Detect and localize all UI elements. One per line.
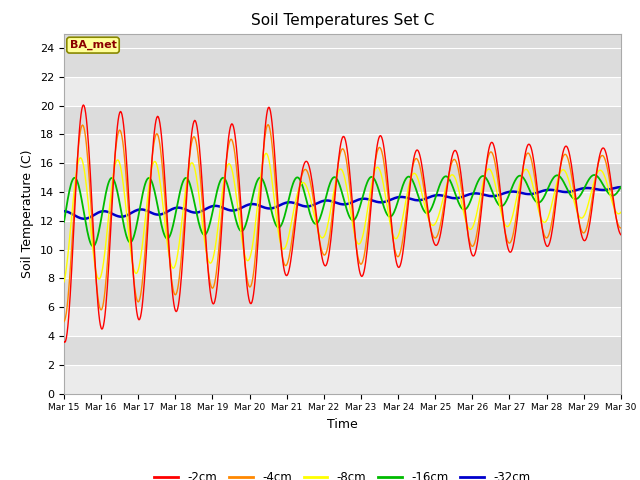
Bar (64, 48, 621, 77)
Title: Soil Temperatures Set C: Soil Temperatures Set C (251, 13, 434, 28)
Bar (64, 278, 621, 307)
Bar (64, 336, 621, 365)
Bar (64, 307, 621, 336)
Bar (64, 250, 621, 278)
Bar (64, 163, 621, 192)
Legend: -2cm, -4cm, -8cm, -16cm, -32cm: -2cm, -4cm, -8cm, -16cm, -32cm (150, 466, 535, 480)
Bar (64, 134, 621, 163)
Text: BA_met: BA_met (70, 40, 116, 50)
X-axis label: Time: Time (327, 418, 358, 431)
Bar (64, 77, 621, 106)
Y-axis label: Soil Temperature (C): Soil Temperature (C) (22, 149, 35, 278)
Bar (64, 192, 621, 221)
Bar (64, 365, 621, 394)
Bar (64, 221, 621, 250)
Bar (64, 106, 621, 134)
